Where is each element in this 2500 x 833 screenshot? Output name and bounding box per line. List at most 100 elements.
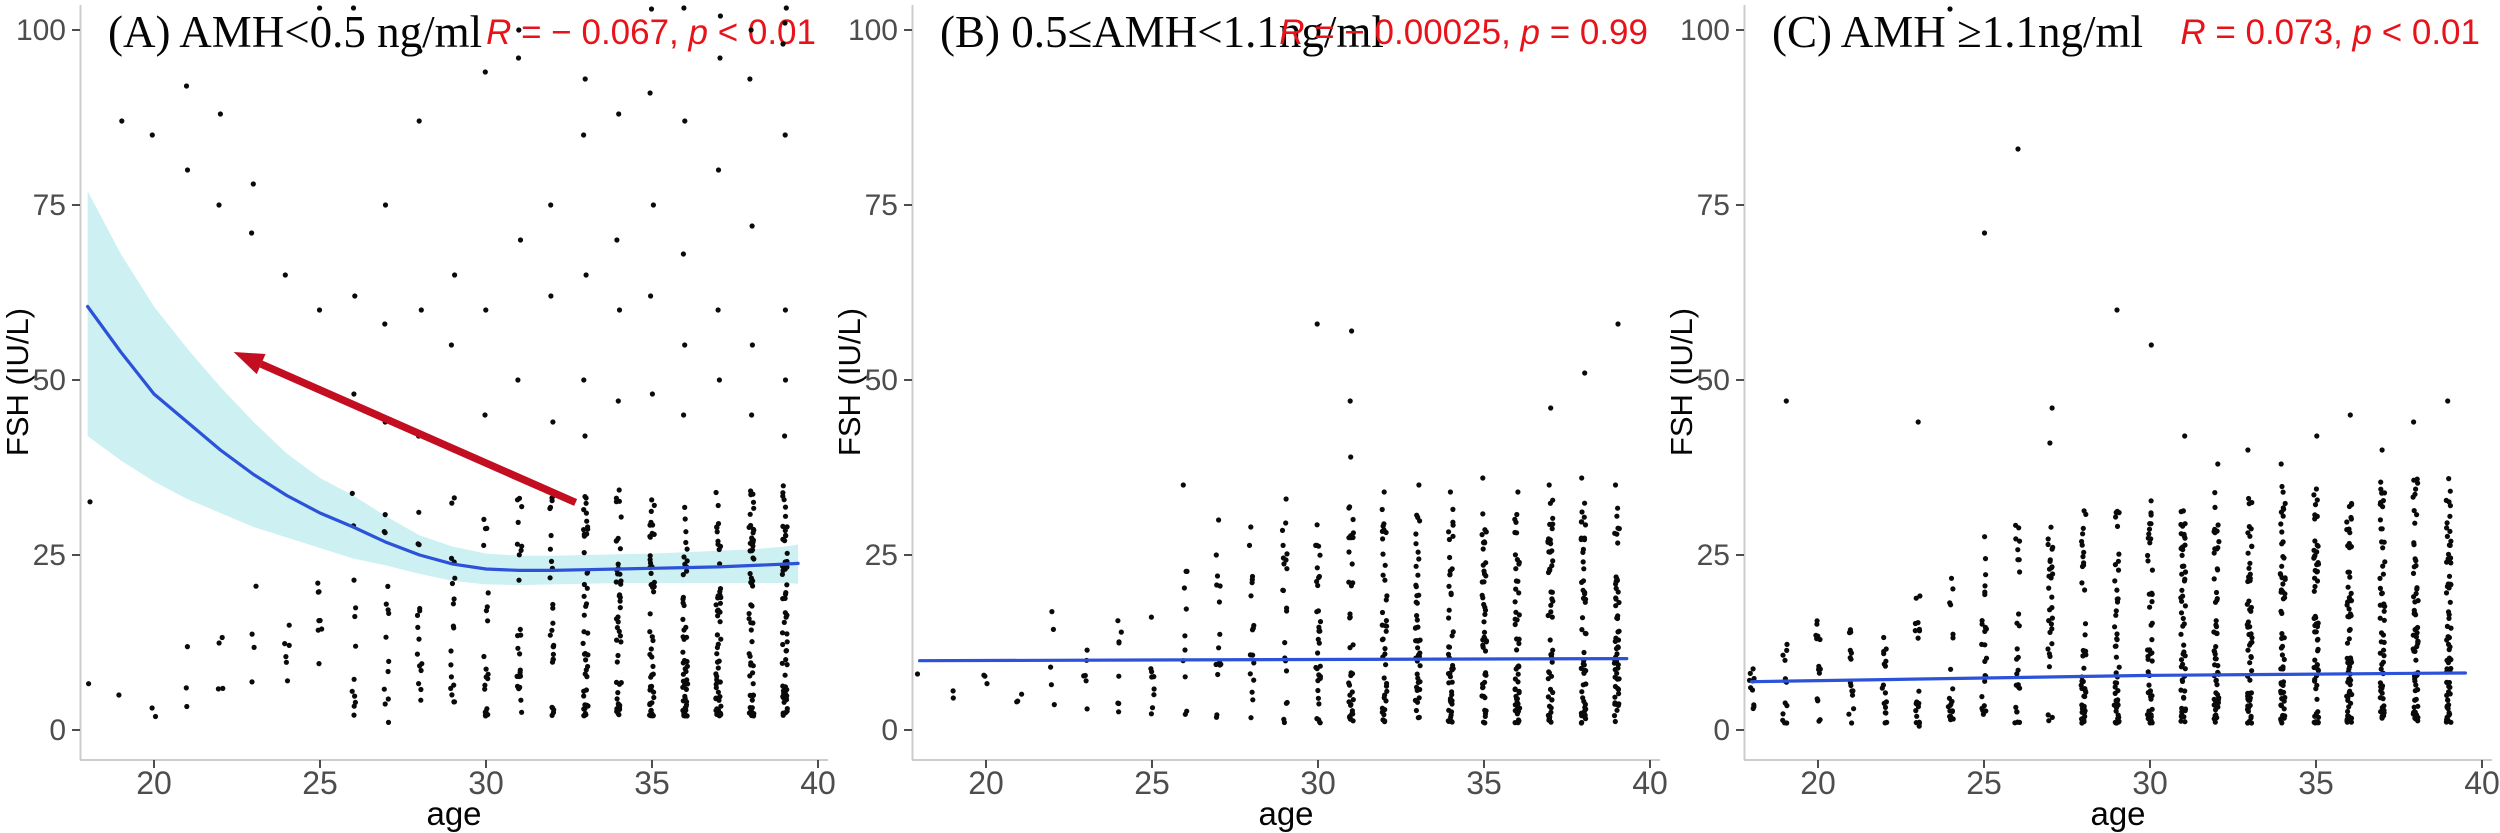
data-point xyxy=(1382,707,1388,713)
data-point-outlier xyxy=(582,76,588,82)
data-point xyxy=(1350,697,1356,703)
data-point xyxy=(681,657,688,664)
data-point xyxy=(2279,529,2285,535)
data-point xyxy=(485,590,491,596)
data-point xyxy=(1446,536,1452,543)
data-point xyxy=(1415,652,1422,658)
data-point xyxy=(650,663,656,670)
data-point xyxy=(2182,653,2188,659)
data-point xyxy=(2378,688,2384,694)
data-point xyxy=(2345,713,2351,719)
loess-line xyxy=(86,304,800,572)
data-point xyxy=(1413,599,1419,605)
data-point xyxy=(650,637,656,644)
data-point xyxy=(2347,688,2353,694)
x-tick-label: 25 xyxy=(1966,765,2002,801)
data-point xyxy=(1612,638,1618,645)
data-point xyxy=(647,534,653,540)
data-point xyxy=(2049,615,2055,621)
data-point xyxy=(1512,599,1518,605)
data-point xyxy=(2312,575,2318,581)
data-point xyxy=(1415,549,1421,555)
data-point xyxy=(550,620,556,626)
data-point xyxy=(618,514,624,520)
data-point xyxy=(1612,530,1618,536)
data-point xyxy=(1881,651,1887,657)
data-point xyxy=(2148,696,2154,702)
data-point xyxy=(648,570,654,577)
data-point xyxy=(152,713,159,720)
data-point xyxy=(684,663,691,669)
data-point xyxy=(715,695,722,701)
data-point xyxy=(1284,551,1290,557)
data-point xyxy=(2412,648,2418,655)
data-point xyxy=(746,710,753,716)
data-point xyxy=(484,525,490,532)
data-point xyxy=(316,618,322,624)
data-point xyxy=(1578,720,1584,726)
data-point xyxy=(1450,533,1456,539)
data-point xyxy=(2112,578,2118,584)
data-point xyxy=(647,553,653,559)
data-point xyxy=(748,620,754,626)
data-point xyxy=(1048,682,1054,688)
data-point xyxy=(1315,650,1321,656)
data-point xyxy=(2247,575,2253,581)
data-point xyxy=(1215,671,1221,678)
data-point xyxy=(2413,591,2419,597)
data-point xyxy=(518,697,524,703)
data-point xyxy=(1382,719,1388,725)
data-point xyxy=(781,619,787,626)
data-point xyxy=(2211,550,2217,556)
data-point xyxy=(2344,527,2350,533)
data-point xyxy=(747,548,753,554)
data-point xyxy=(1450,629,1456,635)
data-point xyxy=(220,685,226,692)
data-point xyxy=(2446,615,2452,622)
data-point xyxy=(2379,683,2386,689)
data-point xyxy=(2379,489,2385,496)
data-point xyxy=(2414,586,2420,592)
data-point-outlier xyxy=(1283,496,1289,502)
data-point xyxy=(2415,638,2421,645)
data-point xyxy=(2178,713,2184,720)
data-point xyxy=(1982,583,1988,589)
data-point xyxy=(617,633,624,639)
data-point xyxy=(1050,626,1056,633)
data-point xyxy=(2114,523,2121,530)
data-point xyxy=(2381,608,2387,614)
data-point xyxy=(683,529,689,535)
data-point xyxy=(1514,530,1520,536)
data-point xyxy=(1983,655,1990,661)
data-point xyxy=(2148,510,2154,516)
data-point xyxy=(2412,599,2418,605)
data-point xyxy=(748,602,754,608)
data-point xyxy=(1281,561,1287,567)
data-point xyxy=(1579,509,1585,515)
data-point xyxy=(1982,624,1988,631)
data-point xyxy=(581,688,587,694)
data-point xyxy=(1912,628,1918,634)
data-point xyxy=(2046,585,2052,591)
data-point xyxy=(1545,612,1551,619)
data-point xyxy=(2344,717,2350,723)
data-point xyxy=(183,685,189,691)
data-point xyxy=(1514,696,1520,702)
data-point-outlier xyxy=(717,13,724,19)
data-point-outlier xyxy=(250,181,256,187)
data-point xyxy=(2247,642,2253,648)
data-point xyxy=(1616,676,1622,682)
data-point xyxy=(2145,552,2151,559)
data-point xyxy=(2279,643,2286,650)
data-point-outlier xyxy=(452,272,458,278)
data-point xyxy=(1315,582,1321,589)
data-point-outlier xyxy=(2182,433,2188,439)
data-point xyxy=(2246,598,2252,604)
data-point xyxy=(783,532,789,539)
data-point xyxy=(2114,587,2120,593)
data-point xyxy=(2446,612,2452,618)
data-point xyxy=(1149,674,1155,680)
data-point xyxy=(2346,627,2352,634)
data-point xyxy=(2446,542,2452,548)
data-point xyxy=(1512,516,1518,523)
